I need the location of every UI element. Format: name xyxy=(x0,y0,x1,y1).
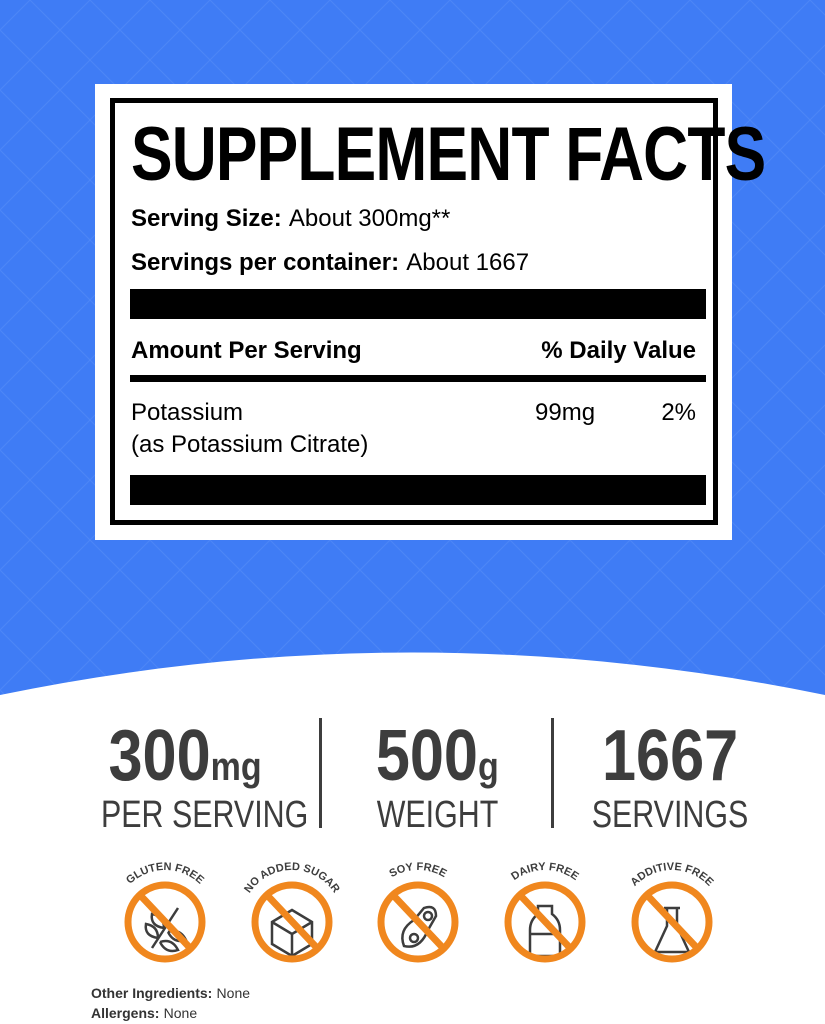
nutrient-source: (as Potassium Citrate) xyxy=(131,431,369,458)
badge-soy-free: SOY FREE xyxy=(387,861,448,880)
allergens-value: None xyxy=(163,1005,198,1021)
stat-caption: SERVINGS xyxy=(591,794,749,836)
divider-bar xyxy=(130,475,706,505)
label-border: SUPPLEMENT FACTS Serving Size: About 300m… xyxy=(110,98,766,525)
nutrient-name: Potassium xyxy=(131,399,244,426)
other-ingredients: Other Ingredients: None xyxy=(91,985,250,1001)
nutrient-dv: 2% xyxy=(661,399,696,426)
stat-servings: 1667 SERVINGS xyxy=(565,720,775,837)
stat-caption: WEIGHT xyxy=(376,794,499,836)
stat-number: 300mg xyxy=(108,716,262,796)
stat-number: 1667 xyxy=(601,716,739,796)
amount-header: Amount Per Serving xyxy=(131,337,362,364)
other-ingredients-label: Other Ingredients: xyxy=(91,985,213,1001)
wheat-icon xyxy=(144,907,188,953)
allergens: Allergens: None xyxy=(91,1005,197,1021)
soybean-icon xyxy=(401,905,438,948)
divider-bar xyxy=(130,375,706,382)
dv-header: % Daily Value xyxy=(541,337,696,364)
supplement-facts-label: SUPPLEMENT FACTS Serving Size: About 300m… xyxy=(95,84,766,540)
servings-per-container: Servings per container: About 1667 xyxy=(131,249,529,277)
servings-label: Servings per container: xyxy=(131,249,400,276)
stat-divider xyxy=(319,718,322,828)
serving-size-value: About 300mg** xyxy=(288,205,451,232)
badge-dairy-free: DAIRY FREE xyxy=(509,861,581,883)
serving-size-label: Serving Size: xyxy=(131,205,282,232)
nutrient-amount: 99mg xyxy=(535,399,596,426)
badges: GLUTEN FREE NO ADDED SUGAR SOY FREE DAIR… xyxy=(124,861,716,963)
stat-caption: PER SERVING xyxy=(101,794,309,836)
other-ingredients-value: None xyxy=(216,985,251,1001)
servings-value: About 1667 xyxy=(406,249,530,276)
stat-weight: 500g WEIGHT xyxy=(335,720,540,837)
badge-no-added-sugar: NO ADDED SUGAR xyxy=(242,861,342,895)
stat-divider xyxy=(551,718,554,828)
serving-size: Serving Size: About 300mg** xyxy=(131,205,450,233)
divider-bar xyxy=(130,289,706,319)
label-title: SUPPLEMENT FACTS xyxy=(131,112,766,197)
allergens-label: Allergens: xyxy=(91,1005,160,1021)
stat-number: 500g xyxy=(376,716,499,796)
stat-serving: 300mg PER SERVING xyxy=(80,716,309,837)
